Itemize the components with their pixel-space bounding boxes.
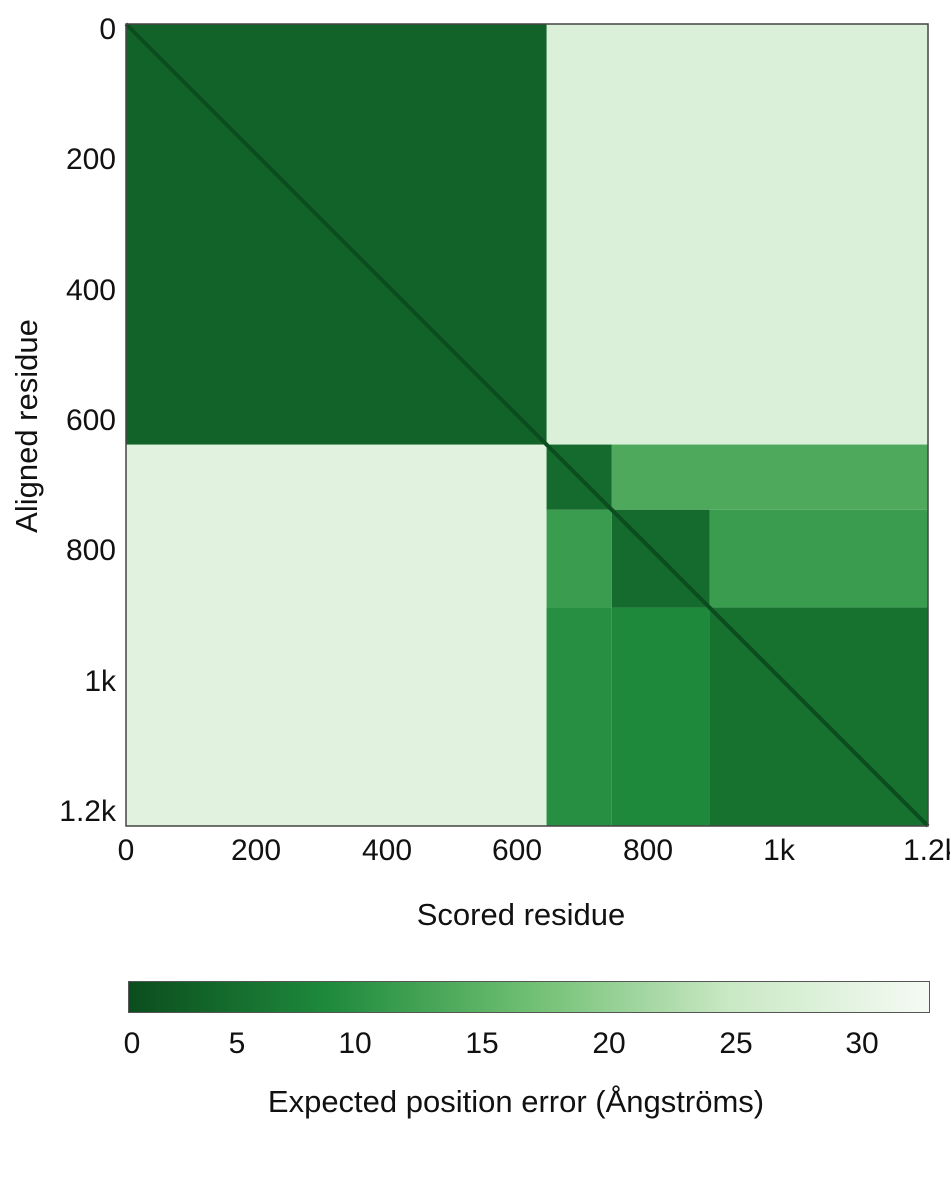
colorbar-label: Expected position error (Ångströms) (267, 1084, 765, 1119)
x-tick-label: 200 (230, 834, 282, 867)
diagonal-line (124, 22, 930, 828)
inter-domain-block (611, 444, 928, 510)
pae-heatmap (124, 22, 930, 828)
y-tick-label: 0 (99, 13, 116, 46)
x-tick-label: 400 (361, 834, 413, 867)
colorbar-tick-label: 0 (123, 1027, 141, 1060)
y-tick-label: 1.2k (59, 795, 116, 828)
colorbar-tick-label: 10 (338, 1027, 372, 1060)
y-tick-label: 800 (65, 534, 116, 567)
inter-domain-block (126, 444, 547, 826)
x-tick-label: 1.2k (903, 834, 950, 867)
colorbar-tick-label: 25 (719, 1027, 753, 1060)
inter-domain-block (546, 509, 612, 608)
x-tick-label: 0 (117, 834, 135, 867)
x-tick-label: 600 (491, 834, 543, 867)
plot-frame (125, 23, 929, 827)
inter-domain-block (611, 607, 710, 826)
colorbar-tick-label: 15 (465, 1027, 499, 1060)
y-tick-label: 400 (65, 274, 116, 307)
colorbar (128, 981, 930, 1013)
y-axis-label: Aligned residue (9, 319, 44, 533)
inter-domain-block (709, 509, 928, 608)
y-tick-label: 200 (65, 143, 116, 176)
colorbar-tick-label: 30 (845, 1027, 879, 1060)
y-tick-label: 600 (65, 404, 116, 437)
x-tick-label: 1k (763, 834, 795, 867)
x-tick-label: 800 (622, 834, 674, 867)
inter-domain-block (546, 607, 612, 826)
x-axis-label: Scored residue (416, 897, 626, 932)
y-tick-label: 1k (84, 665, 116, 698)
colorbar-tick-label: 20 (592, 1027, 626, 1060)
colorbar-tick-label: 5 (228, 1027, 246, 1060)
inter-domain-block (546, 24, 928, 445)
